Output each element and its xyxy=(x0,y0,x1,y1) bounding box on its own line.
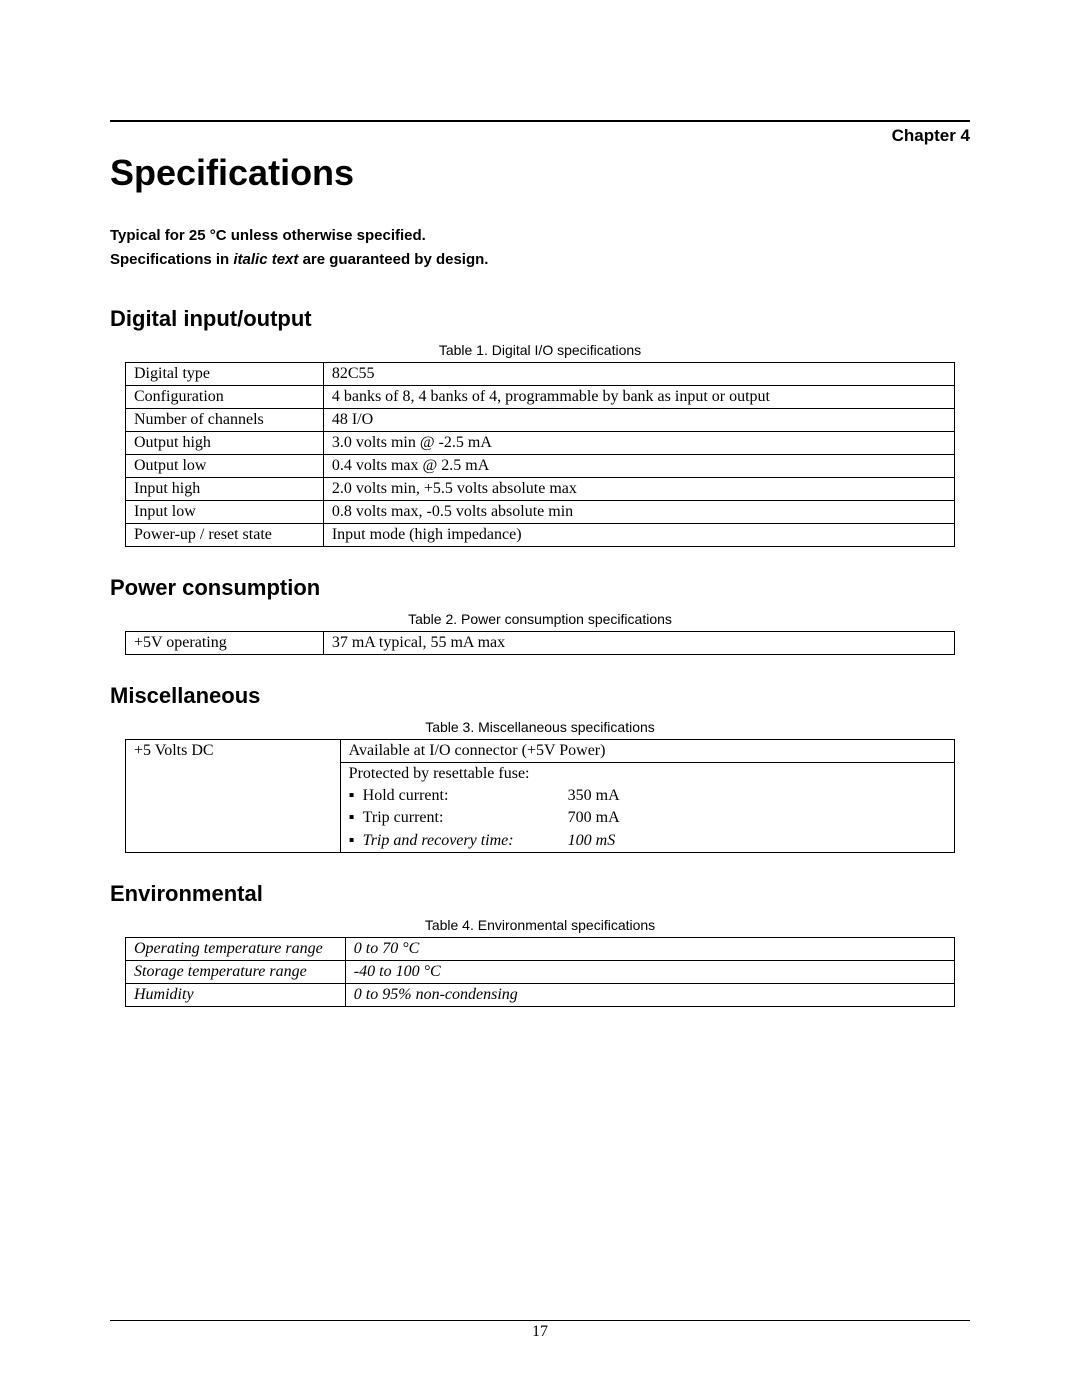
note-line-2-post: are guaranteed by design. xyxy=(298,251,488,268)
misc-protected-line: Protected by resettable fuse: xyxy=(341,762,954,785)
cell-key: Input high xyxy=(126,478,324,501)
table-row: Humidity0 to 95% non-condensing xyxy=(126,984,955,1007)
table-row: Storage temperature range-40 to 100 °C xyxy=(126,961,955,984)
cell-key: Input low xyxy=(126,501,324,524)
cell-value: Input mode (high impedance) xyxy=(323,524,954,547)
table1-caption: Table 1. Digital I/O specifications xyxy=(110,342,970,358)
misc-bullet: ▪ Trip and recovery time: 100 mS xyxy=(341,830,954,852)
cell-key: Operating temperature range xyxy=(126,938,346,961)
table-row: Operating temperature range0 to 70 °C xyxy=(126,938,955,961)
table-row: +5V operating37 mA typical, 55 mA max xyxy=(126,632,955,655)
table-misc: +5 Volts DC Available at I/O connector (… xyxy=(125,739,955,853)
bullet-icon: ▪ xyxy=(349,785,363,807)
bullet-label: Trip current: xyxy=(363,807,568,829)
chapter-label: Chapter 4 xyxy=(110,126,970,146)
misc-top-line: Available at I/O connector (+5V Power) xyxy=(341,740,954,762)
table-row: Input low0.8 volts max, -0.5 volts absol… xyxy=(126,501,955,524)
table-row: Power-up / reset stateInput mode (high i… xyxy=(126,524,955,547)
cell-value: 4 banks of 8, 4 banks of 4, programmable… xyxy=(323,386,954,409)
table2-caption: Table 2. Power consumption specification… xyxy=(110,611,970,627)
cell-key: Humidity xyxy=(126,984,346,1007)
cell-value: 48 I/O xyxy=(323,409,954,432)
cell-value: 82C55 xyxy=(323,363,954,386)
table-row: Configuration4 banks of 8, 4 banks of 4,… xyxy=(126,386,955,409)
notes-block: Typical for 25 °C unless otherwise speci… xyxy=(110,224,970,272)
section-heading-misc: Miscellaneous xyxy=(110,683,970,709)
misc-bullet: ▪ Hold current: 350 mA xyxy=(341,785,954,807)
bullet-label: Hold current: xyxy=(363,785,568,807)
note-line-1: Typical for 25 °C unless otherwise speci… xyxy=(110,224,970,248)
section-heading-env: Environmental xyxy=(110,881,970,907)
header-rule xyxy=(110,120,970,122)
section-heading-power: Power consumption xyxy=(110,575,970,601)
cell-value: 3.0 volts min @ -2.5 mA xyxy=(323,432,954,455)
table-env: Operating temperature range0 to 70 °C St… xyxy=(125,937,955,1007)
cell-value: 2.0 volts min, +5.5 volts absolute max xyxy=(323,478,954,501)
table-row: Number of channels48 I/O xyxy=(126,409,955,432)
table-power: +5V operating37 mA typical, 55 mA max xyxy=(125,631,955,655)
cell-key: +5V operating xyxy=(126,632,324,655)
note-line-2-pre: Specifications in xyxy=(110,251,233,268)
cell-value: 37 mA typical, 55 mA max xyxy=(323,632,954,655)
note-line-2-italic: italic text xyxy=(233,251,298,268)
table4-caption: Table 4. Environmental specifications xyxy=(110,917,970,933)
footer-rule xyxy=(110,1320,970,1321)
table3-caption: Table 3. Miscellaneous specifications xyxy=(110,719,970,735)
page-number: 17 xyxy=(110,1323,970,1341)
cell-key: +5 Volts DC xyxy=(126,740,341,853)
table-row: Output low0.4 volts max @ 2.5 mA xyxy=(126,455,955,478)
cell-value: Available at I/O connector (+5V Power) P… xyxy=(340,740,954,853)
page-title: Specifications xyxy=(110,152,970,194)
table-row: Digital type82C55 xyxy=(126,363,955,386)
page: Chapter 4 Specifications Typical for 25 … xyxy=(0,0,1080,1397)
cell-key: Output low xyxy=(126,455,324,478)
cell-value: 0 to 95% non-condensing xyxy=(345,984,954,1007)
table-row: Input high2.0 volts min, +5.5 volts abso… xyxy=(126,478,955,501)
bullet-value: 700 mA xyxy=(568,807,946,829)
bullet-icon: ▪ xyxy=(349,807,363,829)
table-digital-io: Digital type82C55 Configuration4 banks o… xyxy=(125,362,955,547)
cell-key: Digital type xyxy=(126,363,324,386)
cell-value: 0.4 volts max @ 2.5 mA xyxy=(323,455,954,478)
page-footer: 17 xyxy=(110,1320,970,1341)
misc-bullet: ▪ Trip current: 700 mA xyxy=(341,807,954,829)
cell-value: -40 to 100 °C xyxy=(345,961,954,984)
cell-key: Power-up / reset state xyxy=(126,524,324,547)
table-row: +5 Volts DC Available at I/O connector (… xyxy=(126,740,955,853)
bullet-value: 350 mA xyxy=(568,785,946,807)
cell-key: Number of channels xyxy=(126,409,324,432)
cell-key: Configuration xyxy=(126,386,324,409)
cell-key: Output high xyxy=(126,432,324,455)
cell-value: 0 to 70 °C xyxy=(345,938,954,961)
cell-key: Storage temperature range xyxy=(126,961,346,984)
section-heading-digital-io: Digital input/output xyxy=(110,306,970,332)
note-line-2: Specifications in italic text are guaran… xyxy=(110,248,970,272)
bullet-label: Trip and recovery time: xyxy=(363,830,568,852)
bullet-value: 100 mS xyxy=(568,830,946,852)
bullet-icon: ▪ xyxy=(349,830,363,852)
cell-value: 0.8 volts max, -0.5 volts absolute min xyxy=(323,501,954,524)
table-row: Output high3.0 volts min @ -2.5 mA xyxy=(126,432,955,455)
